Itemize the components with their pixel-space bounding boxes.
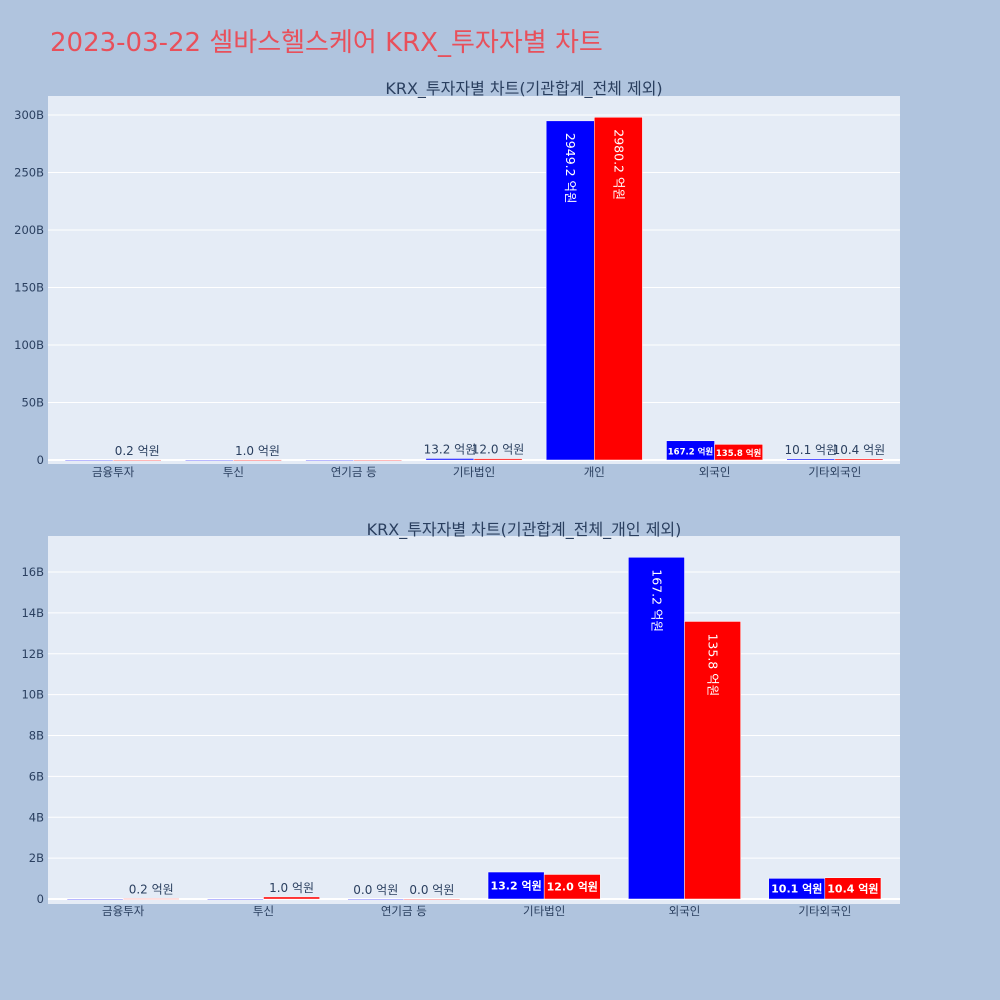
- data-label: 167.2 억원: [668, 446, 714, 457]
- chart-2: 0 2B 4B 6B 8B 10B 12B 14B 16B KRX_투자자별 차트(기관합계_전체…: [21, 520, 900, 918]
- bar: [112, 459, 162, 462]
- y-tick-label: 200B: [14, 223, 44, 237]
- bar: [425, 458, 475, 461]
- page-title: 2023-03-22 셀바스헬스케어 KRX_투자자별 차트: [50, 28, 603, 58]
- bar: [185, 459, 234, 462]
- x-tick-label: 외국인: [669, 904, 701, 918]
- y-tick-label: 16B: [21, 565, 44, 579]
- bar: [714, 444, 763, 461]
- data-label: 2949.2 억원: [563, 133, 578, 204]
- x-tick-label: 연기금 등: [331, 465, 377, 479]
- bar: [543, 874, 601, 900]
- x-tick-label: 금융투자: [92, 465, 135, 479]
- chart-title: KRX_투자자별 차트(기관합계_전체 제외): [385, 79, 662, 99]
- data-label: 10.4 억원: [827, 881, 878, 895]
- x-tick-label: 기타법인: [453, 465, 495, 479]
- bar: [473, 458, 523, 461]
- y-tick-label: 2B: [29, 851, 44, 865]
- data-label: 10.4 억원: [833, 443, 886, 457]
- bar: [66, 898, 124, 901]
- x-tick-label: 외국인: [699, 465, 731, 479]
- x-tick-label: 연기금 등: [381, 904, 427, 918]
- bar: [834, 458, 884, 461]
- x-tick-label: 금융투자: [102, 904, 145, 918]
- x-tick-label: 기타외국인: [798, 904, 851, 918]
- chart-1: 0 50B 100B 150B 200B 250B 300B KRX_투자자별 차트(기관합계…: [14, 79, 900, 479]
- data-label: 167.2 억원: [649, 569, 664, 632]
- data-label: 0.0 억원: [353, 883, 398, 897]
- plot-area: [48, 96, 900, 464]
- y-tick-label: 10B: [21, 688, 44, 702]
- chart-title: KRX_투자자별 차트(기관합계_전체_개인 제외): [367, 520, 682, 540]
- bar: [64, 459, 114, 462]
- y-tick-label: 0: [37, 453, 44, 467]
- y-tick-label: 0: [37, 892, 44, 906]
- bar: [628, 557, 685, 900]
- y-tick-label: 150B: [14, 281, 44, 295]
- bar: [353, 459, 403, 462]
- y-tick-label: 12B: [21, 647, 44, 661]
- bar: [263, 896, 320, 900]
- y-tick-label: 4B: [29, 810, 44, 824]
- data-label: 135.8 억원: [716, 448, 762, 459]
- data-label: 13.2 억원: [424, 442, 477, 456]
- bar: [207, 898, 264, 901]
- data-label: 1.0 억원: [235, 444, 280, 458]
- data-label: 12.0 억원: [472, 443, 525, 457]
- bar: [684, 621, 741, 900]
- x-tick-label: 투신: [223, 465, 244, 479]
- x-tick-label: 개인: [584, 465, 605, 479]
- y-tick-label: 300B: [14, 108, 44, 122]
- bar: [545, 120, 595, 461]
- bar: [122, 898, 180, 900]
- y-tick-label: 250B: [14, 166, 44, 180]
- bar: [305, 459, 354, 462]
- y-tick-label: 8B: [29, 729, 44, 743]
- data-label: 0.0 억원: [409, 883, 454, 897]
- y-tick-label: 50B: [21, 396, 44, 410]
- bar: [403, 898, 461, 901]
- data-label: 0.2 억원: [129, 883, 174, 897]
- y-tick-label: 6B: [29, 769, 44, 783]
- bar: [786, 458, 836, 461]
- data-label: 1.0 억원: [269, 881, 314, 895]
- bar: [594, 117, 643, 461]
- data-label: 10.1 억원: [771, 882, 822, 896]
- data-label: 13.2 억원: [490, 879, 541, 893]
- bar: [347, 898, 405, 901]
- plot-area: [48, 536, 900, 904]
- bar: [487, 871, 545, 900]
- y-tick-label: 14B: [21, 606, 44, 620]
- data-label: 12.0 억원: [547, 880, 598, 894]
- bar: [824, 877, 882, 900]
- y-tick-label: 100B: [14, 338, 44, 352]
- data-label: 135.8 억원: [706, 633, 721, 696]
- x-tick-label: 투신: [253, 904, 274, 918]
- data-label: 2980.2 억원: [611, 129, 626, 200]
- x-tick-label: 기타법인: [523, 904, 565, 918]
- x-tick-label: 기타외국인: [808, 465, 861, 479]
- data-label: 0.2 억원: [115, 444, 160, 458]
- data-label: 10.1 억원: [784, 443, 837, 457]
- bar: [233, 459, 282, 461]
